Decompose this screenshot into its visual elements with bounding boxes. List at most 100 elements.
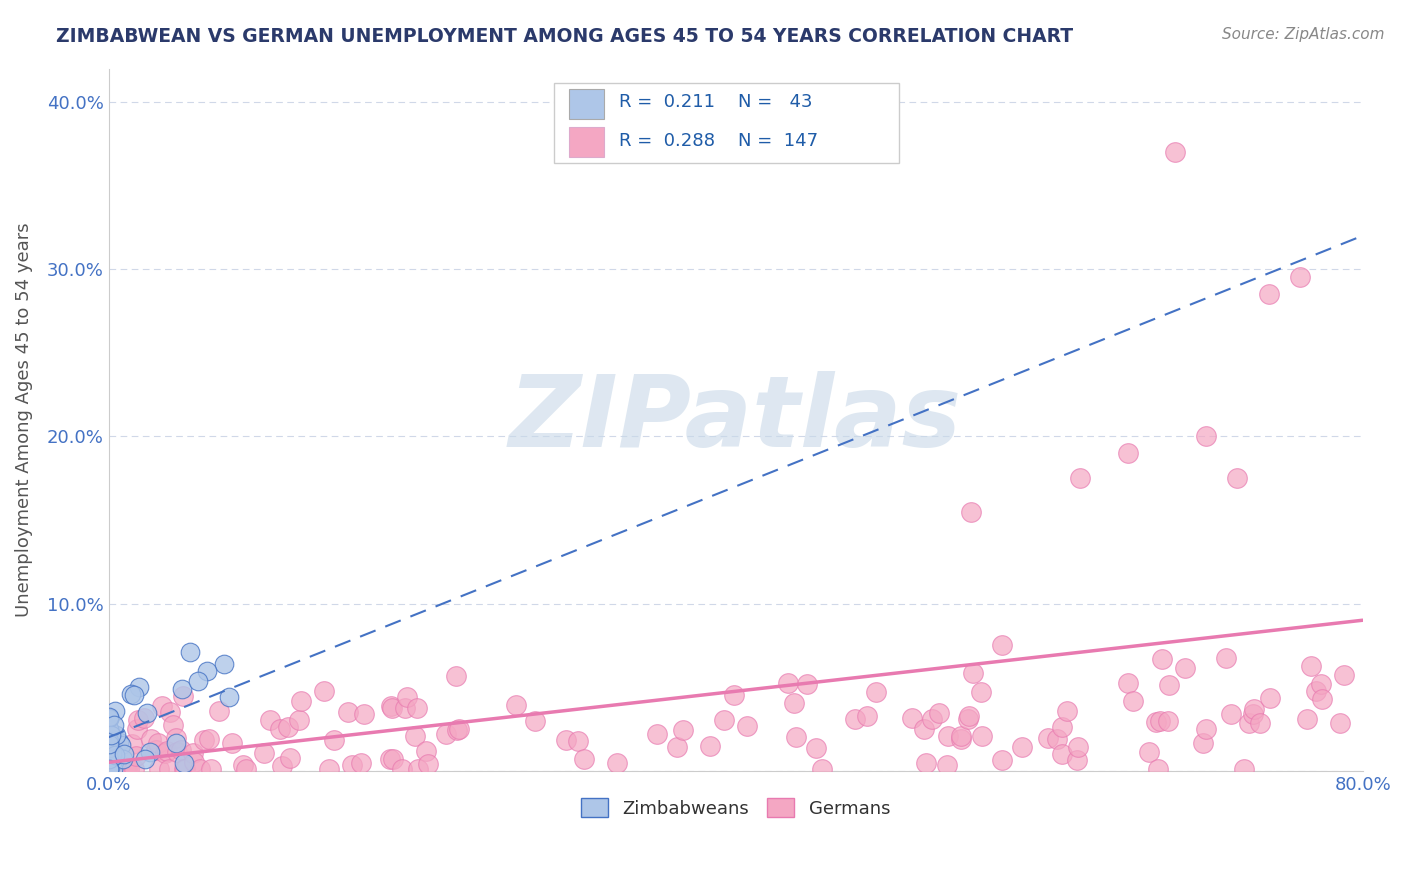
Point [100,749,122,764]
Point [1215,651,1237,665]
Point [735,719,758,733]
Point [221,736,243,750]
FancyBboxPatch shape [569,128,605,157]
Point [1157,714,1180,728]
Point [169,743,191,757]
Text: ZIMBABWEAN VS GERMAN UNEMPLOYMENT AMONG AGES 45 TO 54 YEARS CORRELATION CHART: ZIMBABWEAN VS GERMAN UNEMPLOYMENT AMONG … [56,27,1073,45]
Point [337,705,360,719]
Text: ZIPatlas: ZIPatlas [509,371,962,468]
Point [98,726,121,740]
Point [1289,270,1312,285]
Point [103,718,125,732]
Point [128,680,150,694]
Point [193,732,215,747]
Point [713,713,735,727]
Point [1191,736,1213,750]
Point [1052,720,1074,734]
Point [1329,716,1351,731]
Point [172,689,194,703]
Point [125,722,148,736]
Point [645,727,668,741]
Point [1146,762,1168,776]
Point [1237,716,1260,731]
Point [97,761,120,775]
Point [97,752,120,766]
Point [188,762,211,776]
Point [253,746,276,760]
Point [415,744,437,758]
Point [97,733,120,747]
Point [101,762,124,776]
Point [100,728,122,742]
Point [150,699,173,714]
Point [1067,739,1090,754]
Point [1309,676,1331,690]
Point [146,736,169,750]
Point [855,708,877,723]
Point [121,738,143,752]
Point [98,762,121,776]
Point [218,690,240,704]
Point [125,748,148,763]
Point [444,668,467,682]
Point [122,762,145,776]
Point [408,762,430,776]
Point [173,762,195,776]
Point [278,751,301,765]
Point [208,704,231,718]
Point [108,735,131,749]
Point [118,762,141,776]
Point [122,689,145,703]
Point [110,738,132,752]
Point [1310,692,1333,706]
Point [1333,668,1355,682]
Point [165,731,187,746]
FancyBboxPatch shape [569,89,605,119]
Point [1174,661,1197,675]
Point [1250,716,1272,731]
Y-axis label: Unemployment Among Ages 45 to 54 years: Unemployment Among Ages 45 to 54 years [15,222,32,617]
Point [173,756,195,770]
Point [157,762,180,776]
Point [173,762,195,776]
Point [104,728,127,742]
Point [1159,678,1181,692]
Point [97,711,120,725]
Point [606,756,628,770]
Point [1220,707,1243,722]
Point [98,762,121,776]
Point [957,712,980,726]
Point [796,677,818,691]
Point [145,743,167,757]
Point [103,756,125,771]
Point [865,685,887,699]
Point [97,730,120,744]
Point [672,723,695,737]
Point [1046,732,1069,747]
Point [100,735,122,749]
Text: R =  0.288    N =  147: R = 0.288 N = 147 [619,132,818,150]
Point [270,759,292,773]
Point [97,762,120,776]
Point [101,746,124,760]
Point [436,727,458,741]
Point [783,696,806,710]
Point [111,752,134,766]
Point [990,638,1012,652]
Point [235,762,257,776]
Point [112,747,135,761]
Point [404,730,426,744]
Point [1069,471,1091,485]
Point [115,762,138,776]
Point [1301,658,1323,673]
Point [1296,712,1319,726]
Point [288,713,311,727]
Point [104,747,127,762]
Point [804,740,827,755]
Point [912,722,935,736]
Point [1241,706,1264,721]
Point [183,746,205,760]
Point [323,733,346,747]
Point [1258,691,1281,706]
Point [97,723,120,738]
